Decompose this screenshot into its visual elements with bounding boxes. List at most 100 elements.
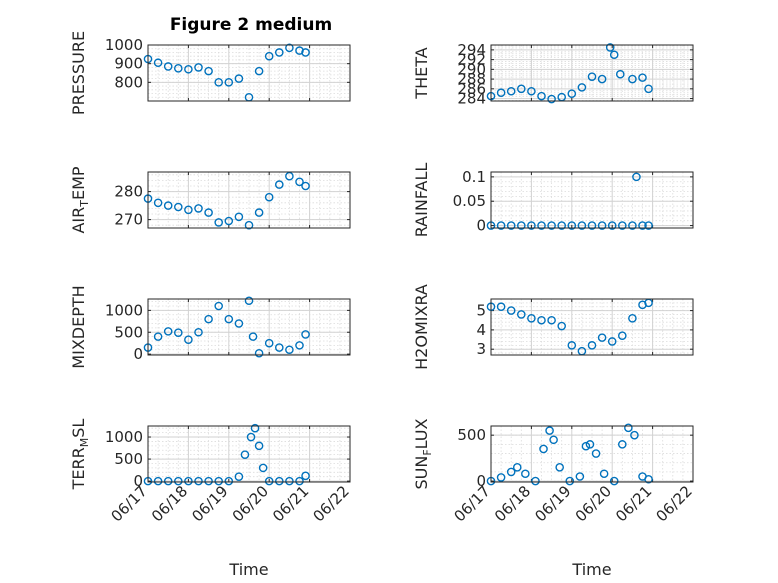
data-point — [557, 221, 567, 230]
data-point — [184, 335, 193, 344]
data-point — [618, 440, 627, 449]
y-tick-label: 0 — [476, 217, 486, 235]
y-tick-label: 1000 — [105, 428, 143, 446]
data-point — [644, 474, 653, 484]
data-point — [512, 463, 522, 472]
y-tick-label: 500 — [114, 450, 143, 468]
data-point — [527, 86, 536, 96]
data-point — [184, 205, 193, 215]
data-point — [254, 208, 264, 217]
data-point — [258, 463, 268, 473]
data-point — [630, 430, 639, 440]
y-tick-label: 500 — [457, 426, 486, 444]
data-point — [609, 50, 619, 60]
y-tick-label: 900 — [114, 55, 143, 73]
data-point — [628, 74, 637, 84]
data-point — [264, 51, 274, 61]
data-point — [644, 84, 653, 94]
data-point — [173, 328, 183, 337]
data-point — [628, 314, 637, 323]
data-point — [517, 84, 526, 94]
data-point — [274, 48, 284, 57]
data-point — [496, 473, 506, 482]
data-point — [285, 43, 294, 53]
data-point — [618, 221, 627, 230]
data-point — [567, 341, 577, 350]
subplot-mixdepth: 0 500 1000 MIXDEPTH — [69, 285, 351, 369]
data-point — [506, 221, 516, 230]
subplot-air_temp: 270 280 AIRTEMP — [69, 166, 351, 234]
data-point — [295, 476, 304, 486]
data-point — [565, 476, 575, 486]
data-point — [153, 332, 163, 341]
data-point — [632, 172, 641, 182]
subplot-h2omixra: 345 H2OMIXRA — [412, 284, 694, 370]
data-point — [577, 83, 587, 92]
data-point — [547, 221, 556, 230]
y-tick-label: 294 — [457, 41, 486, 59]
data-point — [163, 62, 173, 71]
y-axis-label: TERRMSL — [69, 419, 91, 491]
y-tick-label: 3 — [476, 340, 486, 358]
data-point — [517, 310, 526, 319]
y-axis-label: THETA — [412, 47, 431, 99]
figure-title: Figure 2 medium — [170, 15, 332, 35]
data-point — [537, 91, 546, 101]
data-point — [173, 202, 183, 212]
y-tick-label: 292 — [457, 51, 486, 69]
data-point — [567, 89, 577, 98]
data-point — [274, 476, 284, 486]
data-point — [545, 426, 554, 435]
data-point — [638, 221, 647, 230]
data-point — [204, 476, 213, 486]
axes-box — [490, 44, 694, 102]
data-point — [585, 440, 595, 449]
data-point — [224, 216, 234, 226]
data-point — [264, 338, 274, 348]
x-axis-label: Time — [228, 560, 268, 579]
data-point — [173, 64, 183, 73]
data-point — [285, 476, 294, 486]
data-point — [264, 192, 274, 202]
data-point — [224, 78, 234, 87]
data-point — [537, 221, 546, 230]
data-point — [204, 208, 213, 217]
data-point — [163, 327, 173, 336]
data-point — [250, 423, 260, 433]
data-point — [496, 88, 506, 98]
y-tick-label: 290 — [457, 60, 486, 78]
data-point — [163, 476, 173, 486]
data-point — [577, 221, 587, 230]
data-point — [599, 469, 609, 479]
data-point — [547, 315, 556, 325]
axes-box — [147, 298, 351, 356]
data-point — [301, 48, 310, 57]
y-axis-label: H2OMIXRA — [412, 284, 431, 370]
data-point — [607, 337, 617, 346]
data-point — [506, 86, 516, 96]
data-point — [521, 469, 530, 479]
data-point — [274, 343, 284, 352]
y-tick-label: 800 — [114, 73, 143, 91]
y-tick-label: 0 — [133, 472, 143, 490]
y-tick-label: 5 — [476, 302, 486, 320]
x-axis-label: Time — [571, 560, 611, 579]
data-point — [214, 301, 223, 311]
data-point — [194, 204, 203, 213]
data-point — [153, 198, 163, 208]
data-point — [567, 221, 577, 230]
y-tick-label: 280 — [114, 183, 143, 201]
data-point — [254, 66, 264, 76]
data-point — [224, 314, 234, 324]
y-axis-label: AIRTEMP — [69, 166, 91, 233]
data-point — [587, 341, 597, 350]
data-point — [153, 58, 163, 68]
data-point — [214, 78, 223, 87]
data-point — [295, 177, 304, 187]
data-point — [214, 476, 223, 486]
data-point — [496, 302, 506, 312]
axes-box — [490, 298, 694, 356]
